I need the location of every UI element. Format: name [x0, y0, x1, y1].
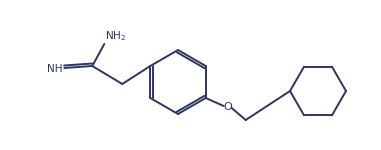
Text: NH: NH	[47, 64, 62, 74]
Text: O: O	[223, 102, 232, 112]
Text: NH$_2$: NH$_2$	[105, 29, 126, 43]
